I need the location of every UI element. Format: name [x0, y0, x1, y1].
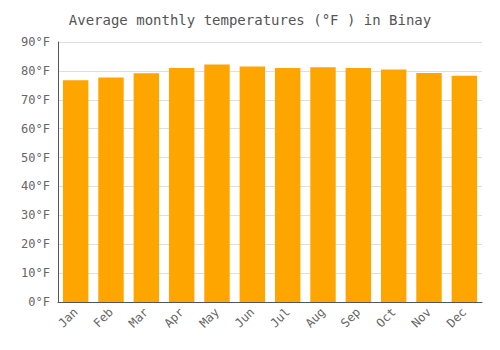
svg-text:Aug: Aug: [303, 305, 328, 330]
svg-text:Jun: Jun: [232, 305, 257, 330]
svg-text:Mar: Mar: [126, 305, 151, 330]
svg-text:70°F: 70°F: [21, 93, 50, 107]
svg-text:30°F: 30°F: [21, 208, 50, 222]
svg-text:10°F: 10°F: [21, 266, 50, 280]
svg-text:60°F: 60°F: [21, 122, 50, 136]
svg-text:Feb: Feb: [91, 305, 116, 330]
svg-text:Oct: Oct: [373, 305, 398, 330]
svg-text:Jan: Jan: [55, 305, 80, 330]
svg-text:90°F: 90°F: [21, 35, 50, 49]
svg-text:20°F: 20°F: [21, 237, 50, 251]
svg-text:40°F: 40°F: [21, 179, 50, 193]
svg-text:Nov: Nov: [409, 305, 434, 330]
svg-text:Average monthly temperatures (: Average monthly temperatures (°F ) in Bi…: [69, 12, 431, 28]
svg-text:Apr: Apr: [161, 305, 186, 330]
svg-text:Sep: Sep: [338, 305, 363, 330]
svg-text:0°F: 0°F: [28, 295, 50, 309]
svg-text:80°F: 80°F: [21, 64, 50, 78]
svg-text:50°F: 50°F: [21, 151, 50, 165]
svg-text:Jul: Jul: [267, 305, 292, 330]
svg-text:Dec: Dec: [444, 305, 469, 330]
svg-text:May: May: [197, 305, 222, 330]
